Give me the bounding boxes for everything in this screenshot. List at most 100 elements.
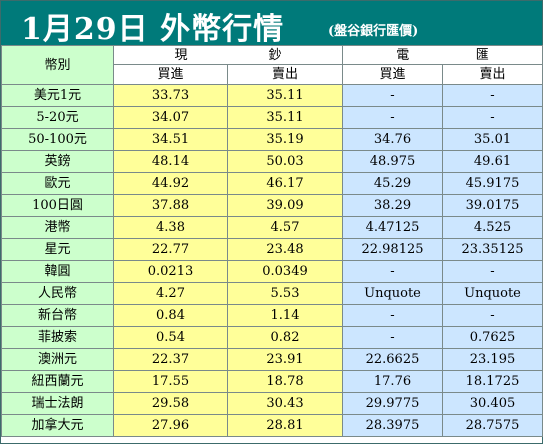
rates-table-body: 幣別 現 鈔 電 匯 買進 賣出 買進 賣出 bbox=[1, 45, 543, 437]
cash-sell-value: 35.11 bbox=[227, 106, 343, 129]
wire-sell-value: 30.405 bbox=[442, 392, 543, 415]
table-row: 人民幣 4.27 5.53 Unquote Unquote bbox=[1, 282, 543, 305]
wire-group-header: 電 匯 bbox=[342, 45, 543, 65]
currency-name: 星元 bbox=[1, 238, 114, 261]
currency-name: 港幣 bbox=[1, 216, 114, 239]
table-row: 美元1元 33.73 35.11- - bbox=[1, 84, 543, 107]
wire-buy-value: 17.76 bbox=[342, 370, 443, 393]
wire-sell-value: 4.525 bbox=[442, 216, 543, 239]
cash-sell-value: 28.81 bbox=[227, 414, 343, 437]
cash-buy-value: 27.96 bbox=[113, 414, 228, 437]
table-row: 加拿大元 27.96 28.81 28.3975 28.7575 bbox=[1, 414, 543, 437]
cash-buy-header: 買進 bbox=[113, 64, 228, 85]
cash-sell-value: 35.19 bbox=[227, 128, 343, 151]
wire-sell-value: - bbox=[442, 106, 543, 129]
currency-column-header: 幣別 bbox=[1, 45, 114, 85]
wire-buy-value: Unquote bbox=[342, 282, 443, 305]
cash-buy-value: 34.51 bbox=[113, 128, 228, 151]
currency-name: 50-100元 bbox=[1, 128, 114, 151]
table-row: 港幣 4.38 4.57 4.47125 4.525 bbox=[1, 216, 543, 239]
cash-buy-value: 4.27 bbox=[113, 282, 228, 305]
currency-name: 歐元 bbox=[1, 172, 114, 195]
cash-sell-value: 50.03 bbox=[227, 150, 343, 173]
cash-buy-value: 22.37 bbox=[113, 348, 228, 371]
cash-buy-value: 33.73 bbox=[113, 84, 228, 107]
cash-sell-value: 23.48 bbox=[227, 238, 343, 261]
table-row: 韓圓 0.0213 0.0349- - bbox=[1, 260, 543, 283]
cash-sell-value: 30.43 bbox=[227, 392, 343, 415]
cash-group-char: 現 bbox=[174, 47, 188, 63]
currency-name: 5-20元 bbox=[1, 106, 114, 129]
wire-sell-value: 35.01 bbox=[442, 128, 543, 151]
cash-group-char: 鈔 bbox=[268, 47, 282, 63]
currency-name: 韓圓 bbox=[1, 260, 114, 283]
cash-buy-value: 0.54 bbox=[113, 326, 228, 349]
currency-name: 新台幣 bbox=[1, 304, 114, 327]
cash-buy-value: 44.92 bbox=[113, 172, 228, 195]
table-row: 英鎊 48.14 50.03 48.975 49.61 bbox=[1, 150, 543, 173]
wire-sell-value: 49.61 bbox=[442, 150, 543, 173]
currency-name: 美元1元 bbox=[1, 84, 114, 107]
currency-name: 紐西蘭元 bbox=[1, 370, 114, 393]
table-row: 5-20元 34.07 35.11- - bbox=[1, 106, 543, 129]
wire-buy-value: - bbox=[342, 326, 443, 349]
cash-sell-value: 0.82 bbox=[227, 326, 343, 349]
source-label: (盤谷銀行匯價) bbox=[328, 24, 419, 39]
wire-buy-value: 22.98125 bbox=[342, 238, 443, 261]
currency-name: 澳洲元 bbox=[1, 348, 114, 371]
cash-buy-value: 4.38 bbox=[113, 216, 228, 239]
cash-sell-value: 1.14 bbox=[227, 304, 343, 327]
wire-sell-value: Unquote bbox=[442, 282, 543, 305]
cash-buy-value: 0.84 bbox=[113, 304, 228, 327]
currency-name: 瑞士法朗 bbox=[1, 392, 114, 415]
wire-buy-value: - bbox=[342, 260, 443, 283]
cash-buy-value: 0.0213 bbox=[113, 260, 228, 283]
cash-sell-value: 0.0349 bbox=[227, 260, 343, 283]
wire-buy-value: 28.3975 bbox=[342, 414, 443, 437]
wire-buy-value: - bbox=[342, 106, 443, 129]
table-row: 瑞士法朗 29.58 30.43 29.9775 30.405 bbox=[1, 392, 543, 415]
wire-buy-value: 29.9775 bbox=[342, 392, 443, 415]
currency-name: 英鎊 bbox=[1, 150, 114, 173]
page-title: 1月29日 外幣行情 bbox=[21, 12, 285, 47]
cash-buy-value: 22.77 bbox=[113, 238, 228, 261]
rates-table: 幣別 現 鈔 電 匯 買進 賣出 買進 賣出 bbox=[1, 45, 543, 437]
wire-sell-value: 23.195 bbox=[442, 348, 543, 371]
table-row: 菲披索 0.54 0.82-0.7625 bbox=[1, 326, 543, 349]
currency-name: 100日圓 bbox=[1, 194, 114, 217]
cash-buy-value: 37.88 bbox=[113, 194, 228, 217]
wire-group-char: 匯 bbox=[475, 47, 489, 63]
cash-buy-value: 34.07 bbox=[113, 106, 228, 129]
wire-buy-header: 買進 bbox=[342, 64, 443, 85]
wire-group-char: 電 bbox=[396, 47, 410, 63]
table-row: 50-100元 34.51 35.19 34.76 35.01 bbox=[1, 128, 543, 151]
wire-buy-value: 48.975 bbox=[342, 150, 443, 173]
wire-buy-value: 22.6625 bbox=[342, 348, 443, 371]
cash-sell-header: 賣出 bbox=[227, 64, 343, 85]
table-row: 紐西蘭元 17.55 18.78 17.76 18.1725 bbox=[1, 370, 543, 393]
table-row: 澳洲元 22.37 23.91 22.6625 23.195 bbox=[1, 348, 543, 371]
table-row: 歐元 44.92 46.17 45.29 45.9175 bbox=[1, 172, 543, 195]
wire-sell-value: 23.35125 bbox=[442, 238, 543, 261]
table-row: 新台幣 0.84 1.14- - bbox=[1, 304, 543, 327]
cash-sell-value: 39.09 bbox=[227, 194, 343, 217]
wire-sell-header: 賣出 bbox=[442, 64, 543, 85]
wire-buy-value: 38.29 bbox=[342, 194, 443, 217]
table-row: 星元 22.77 23.48 22.98125 23.35125 bbox=[1, 238, 543, 261]
wire-sell-value: 28.7575 bbox=[442, 414, 543, 437]
wire-sell-value: - bbox=[442, 304, 543, 327]
cash-sell-value: 23.91 bbox=[227, 348, 343, 371]
wire-sell-value: - bbox=[442, 84, 543, 107]
wire-sell-value: 18.1725 bbox=[442, 370, 543, 393]
currency-name: 人民幣 bbox=[1, 282, 114, 305]
wire-buy-value: 34.76 bbox=[342, 128, 443, 151]
cash-buy-value: 48.14 bbox=[113, 150, 228, 173]
wire-sell-value: 0.7625 bbox=[442, 326, 543, 349]
currency-name: 加拿大元 bbox=[1, 414, 114, 437]
cash-sell-value: 35.11 bbox=[227, 84, 343, 107]
wire-sell-value: - bbox=[442, 260, 543, 283]
group-header-row: 幣別 現 鈔 電 匯 bbox=[1, 45, 543, 85]
table-row: 100日圓 37.88 39.09 38.29 39.0175 bbox=[1, 194, 543, 217]
cash-buy-value: 17.55 bbox=[113, 370, 228, 393]
